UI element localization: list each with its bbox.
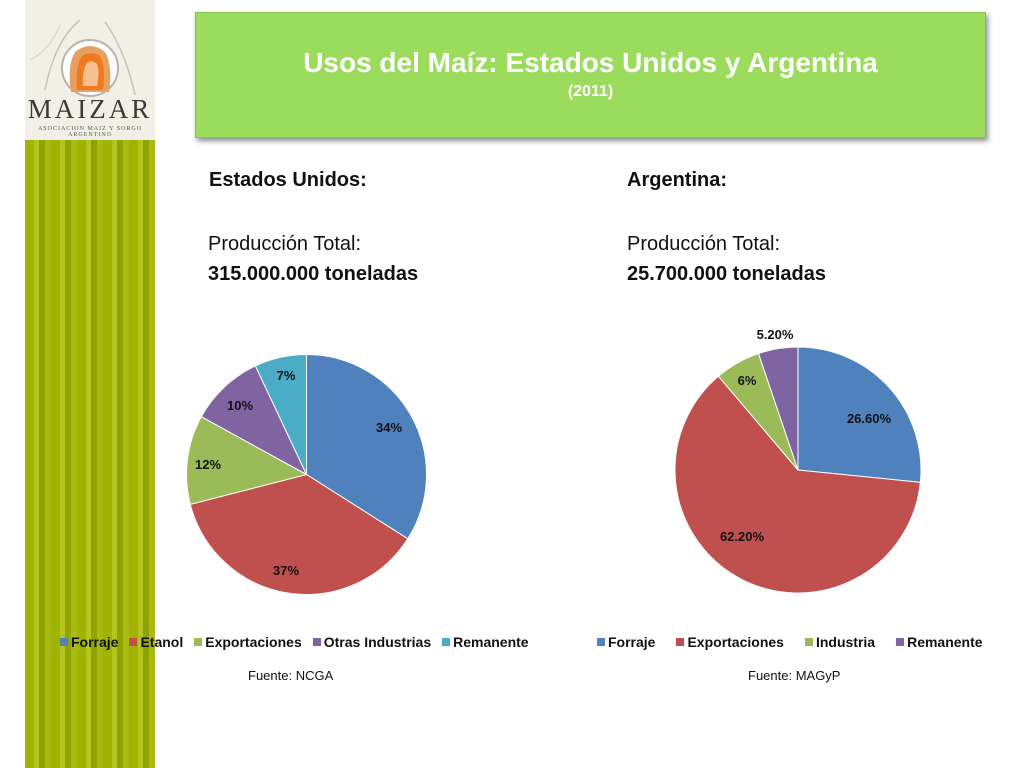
- legend-item-otras-industrias-us: Otras Industrias: [312, 634, 432, 650]
- legend-item-exportaciones-ar: Exportaciones: [676, 634, 784, 650]
- legend-swatch-forraje-ar: [597, 638, 605, 647]
- source-ar: Fuente: MAGyP: [748, 668, 841, 683]
- legend-label-etanol-us: Etanol: [140, 634, 184, 650]
- legend-swatch-remanente-us: [442, 638, 451, 647]
- page-title: Usos del Maíz: Estados Unidos y Argentin…: [303, 47, 878, 78]
- pie-slice-exportaciones-ar: [674, 375, 921, 594]
- legend-swatch-exportaciones-ar: [676, 638, 685, 647]
- pie-label-remanente-ar: 5.20%: [757, 327, 794, 342]
- legend-label-otras-industrias-us: Otras Industrias: [323, 634, 432, 650]
- country-heading-us: Estados Unidos:: [209, 169, 367, 191]
- side-strip: MAIZAR ASOCIACION MAIZ Y SORGO ARGENTINO: [25, 0, 155, 768]
- pie-label-exportaciones-us: 12%: [195, 457, 221, 472]
- pie-label-industria-ar: 6%: [738, 373, 757, 388]
- legend-ar: Forraje Exportaciones Industria Remanente: [597, 634, 1004, 650]
- legend-label-exportaciones-us: Exportaciones: [205, 634, 302, 650]
- legend-swatch-exportaciones-us: [194, 638, 203, 647]
- country-heading-ar: Argentina:: [627, 169, 727, 191]
- pie-label-otras-industrias-us: 10%: [227, 398, 253, 413]
- legend-label-industria-ar: Industria: [815, 634, 876, 650]
- legend-swatch-industria-ar: [804, 638, 813, 647]
- pie-chart-us: 34% 37% 12% 10% 7%: [186, 353, 427, 595]
- pie-label-remanente-us: 7%: [277, 368, 296, 383]
- legend-label-remanente-us: Remanente: [453, 634, 529, 650]
- page-subtitle-year: (2011): [567, 83, 614, 100]
- green-stripes-decoration: [25, 140, 155, 768]
- pie-slice-remanente-ar: [757, 346, 799, 471]
- legend-item-forraje-ar: Forraje: [597, 634, 655, 650]
- legend-item-exportaciones-us: Exportaciones: [194, 634, 302, 650]
- pie-slice-remanente-us: [254, 353, 307, 475]
- legend-us: Forraje Etanol Exportaciones Otras Industri…: [60, 634, 540, 650]
- legend-item-remanente-ar: Remanente: [896, 634, 983, 650]
- legend-item-industria-ar: Industria: [804, 634, 876, 650]
- source-us: Fuente: NCGA: [248, 668, 334, 683]
- production-label-us: Producción Total:: [208, 233, 362, 255]
- pie-label-forraje-ar: 26.60%: [847, 411, 892, 426]
- pie-label-etanol-us: 37%: [273, 563, 299, 578]
- legend-item-remanente-us: Remanente: [442, 634, 529, 650]
- legend-swatch-etanol-us: [129, 638, 138, 647]
- legend-label-forraje-ar: Forraje: [608, 634, 656, 650]
- pie-slice-forraje-us: [306, 353, 427, 540]
- pie-label-forraje-us: 34%: [376, 420, 402, 435]
- legend-label-remanente-ar: Remanente: [907, 634, 983, 650]
- production-value-us: 315.000.000 toneladas: [208, 263, 419, 285]
- legend-label-exportaciones-ar: Exportaciones: [687, 634, 784, 650]
- legend-swatch-otras-industrias-us: [312, 638, 321, 647]
- legend-item-etanol-us: Etanol: [129, 634, 183, 650]
- pie-slice-etanol-us: [189, 473, 409, 595]
- production-label-ar: Producción Total:: [627, 233, 781, 255]
- maizar-logo-icon: [29, 20, 136, 97]
- legend-label-forraje-us: Forraje: [71, 634, 119, 650]
- pie-slice-exportaciones-us: [186, 416, 308, 505]
- pie-label-exportaciones-ar: 62.20%: [720, 529, 765, 544]
- logo-wordmark: MAIZAR: [27, 94, 153, 124]
- pie-slice-forraje-ar: [797, 346, 922, 483]
- legend-swatch-forraje-us: [60, 638, 68, 647]
- title-banner: Usos del Maíz: Estados Unidos y Argentin…: [195, 12, 986, 138]
- pie-chart-ar: 26.60% 62.20% 6% 5.20%: [674, 327, 922, 594]
- pie-slice-otras-industrias-us: [200, 365, 308, 476]
- legend-item-forraje-us: Forraje: [60, 634, 118, 650]
- production-value-ar: 25.700.000 toneladas: [627, 263, 827, 285]
- logo-subtitle: ASOCIACION MAIZ Y SORGO ARGENTINO: [37, 126, 143, 138]
- legend-swatch-remanente-ar: [896, 638, 905, 647]
